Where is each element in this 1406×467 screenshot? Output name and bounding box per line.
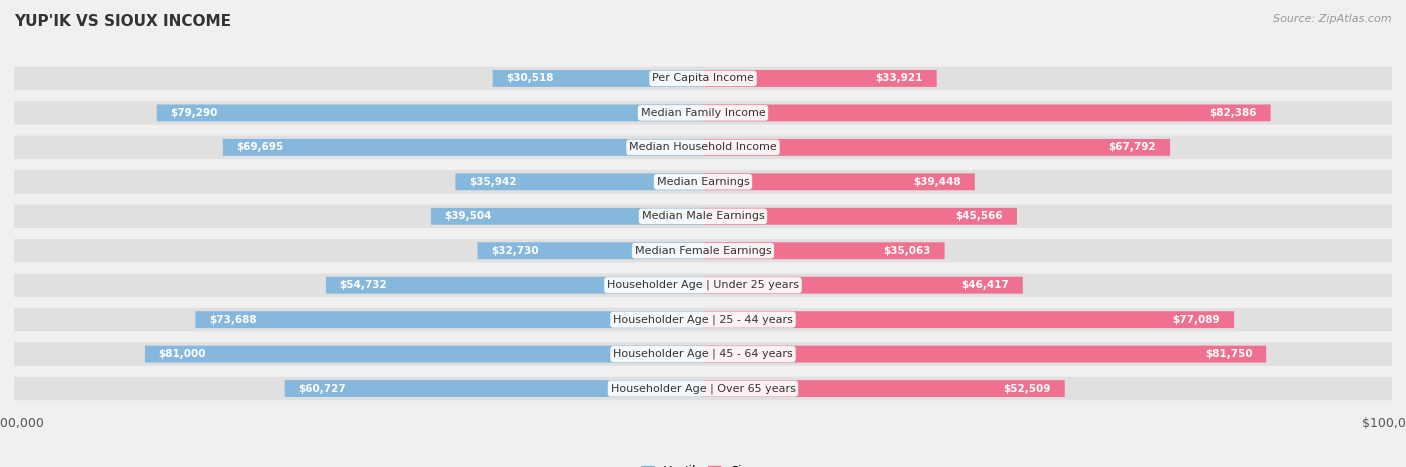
FancyBboxPatch shape xyxy=(14,239,1392,262)
FancyBboxPatch shape xyxy=(456,173,703,190)
Text: YUP'IK VS SIOUX INCOME: YUP'IK VS SIOUX INCOME xyxy=(14,14,231,29)
Text: Median Female Earnings: Median Female Earnings xyxy=(634,246,772,256)
FancyBboxPatch shape xyxy=(14,67,1392,90)
Text: $73,688: $73,688 xyxy=(209,315,257,325)
FancyBboxPatch shape xyxy=(703,380,1064,397)
Text: $81,000: $81,000 xyxy=(159,349,207,359)
FancyBboxPatch shape xyxy=(145,346,703,362)
Text: $81,750: $81,750 xyxy=(1205,349,1253,359)
Text: Source: ZipAtlas.com: Source: ZipAtlas.com xyxy=(1274,14,1392,24)
Text: Median Male Earnings: Median Male Earnings xyxy=(641,211,765,221)
FancyBboxPatch shape xyxy=(430,208,703,225)
Text: Householder Age | 25 - 44 years: Householder Age | 25 - 44 years xyxy=(613,314,793,325)
Text: $60,727: $60,727 xyxy=(298,383,346,394)
Legend: Yup'ik, Sioux: Yup'ik, Sioux xyxy=(637,460,769,467)
FancyBboxPatch shape xyxy=(222,139,703,156)
Text: Median Household Income: Median Household Income xyxy=(628,142,778,152)
Text: $39,448: $39,448 xyxy=(914,177,960,187)
FancyBboxPatch shape xyxy=(478,242,703,259)
Text: $30,518: $30,518 xyxy=(506,73,554,84)
FancyBboxPatch shape xyxy=(492,70,703,87)
Text: Householder Age | Under 25 years: Householder Age | Under 25 years xyxy=(607,280,799,290)
FancyBboxPatch shape xyxy=(703,208,1017,225)
FancyBboxPatch shape xyxy=(14,135,1392,159)
Text: $45,566: $45,566 xyxy=(956,211,1002,221)
Text: Householder Age | 45 - 64 years: Householder Age | 45 - 64 years xyxy=(613,349,793,359)
Text: Median Earnings: Median Earnings xyxy=(657,177,749,187)
Text: $79,290: $79,290 xyxy=(170,108,218,118)
FancyBboxPatch shape xyxy=(703,242,945,259)
FancyBboxPatch shape xyxy=(14,308,1392,332)
Text: $54,732: $54,732 xyxy=(340,280,388,290)
FancyBboxPatch shape xyxy=(703,105,1271,121)
FancyBboxPatch shape xyxy=(284,380,703,397)
Text: $82,386: $82,386 xyxy=(1209,108,1257,118)
FancyBboxPatch shape xyxy=(703,70,936,87)
Text: Householder Age | Over 65 years: Householder Age | Over 65 years xyxy=(610,383,796,394)
Text: Per Capita Income: Per Capita Income xyxy=(652,73,754,84)
FancyBboxPatch shape xyxy=(14,205,1392,228)
FancyBboxPatch shape xyxy=(703,311,1234,328)
Text: $52,509: $52,509 xyxy=(1004,383,1050,394)
Text: $33,921: $33,921 xyxy=(876,73,922,84)
Text: Median Family Income: Median Family Income xyxy=(641,108,765,118)
Text: $35,942: $35,942 xyxy=(470,177,516,187)
FancyBboxPatch shape xyxy=(703,173,974,190)
FancyBboxPatch shape xyxy=(156,105,703,121)
FancyBboxPatch shape xyxy=(14,342,1392,366)
Text: $39,504: $39,504 xyxy=(444,211,492,221)
Text: $32,730: $32,730 xyxy=(491,246,538,256)
FancyBboxPatch shape xyxy=(14,101,1392,125)
Text: $67,792: $67,792 xyxy=(1109,142,1156,152)
FancyBboxPatch shape xyxy=(703,139,1170,156)
FancyBboxPatch shape xyxy=(14,377,1392,400)
Text: $35,063: $35,063 xyxy=(883,246,931,256)
FancyBboxPatch shape xyxy=(195,311,703,328)
Text: $69,695: $69,695 xyxy=(236,142,284,152)
FancyBboxPatch shape xyxy=(326,277,703,294)
FancyBboxPatch shape xyxy=(14,170,1392,193)
FancyBboxPatch shape xyxy=(703,346,1267,362)
FancyBboxPatch shape xyxy=(703,277,1022,294)
Text: $46,417: $46,417 xyxy=(962,280,1010,290)
FancyBboxPatch shape xyxy=(14,274,1392,297)
Text: $77,089: $77,089 xyxy=(1173,315,1220,325)
